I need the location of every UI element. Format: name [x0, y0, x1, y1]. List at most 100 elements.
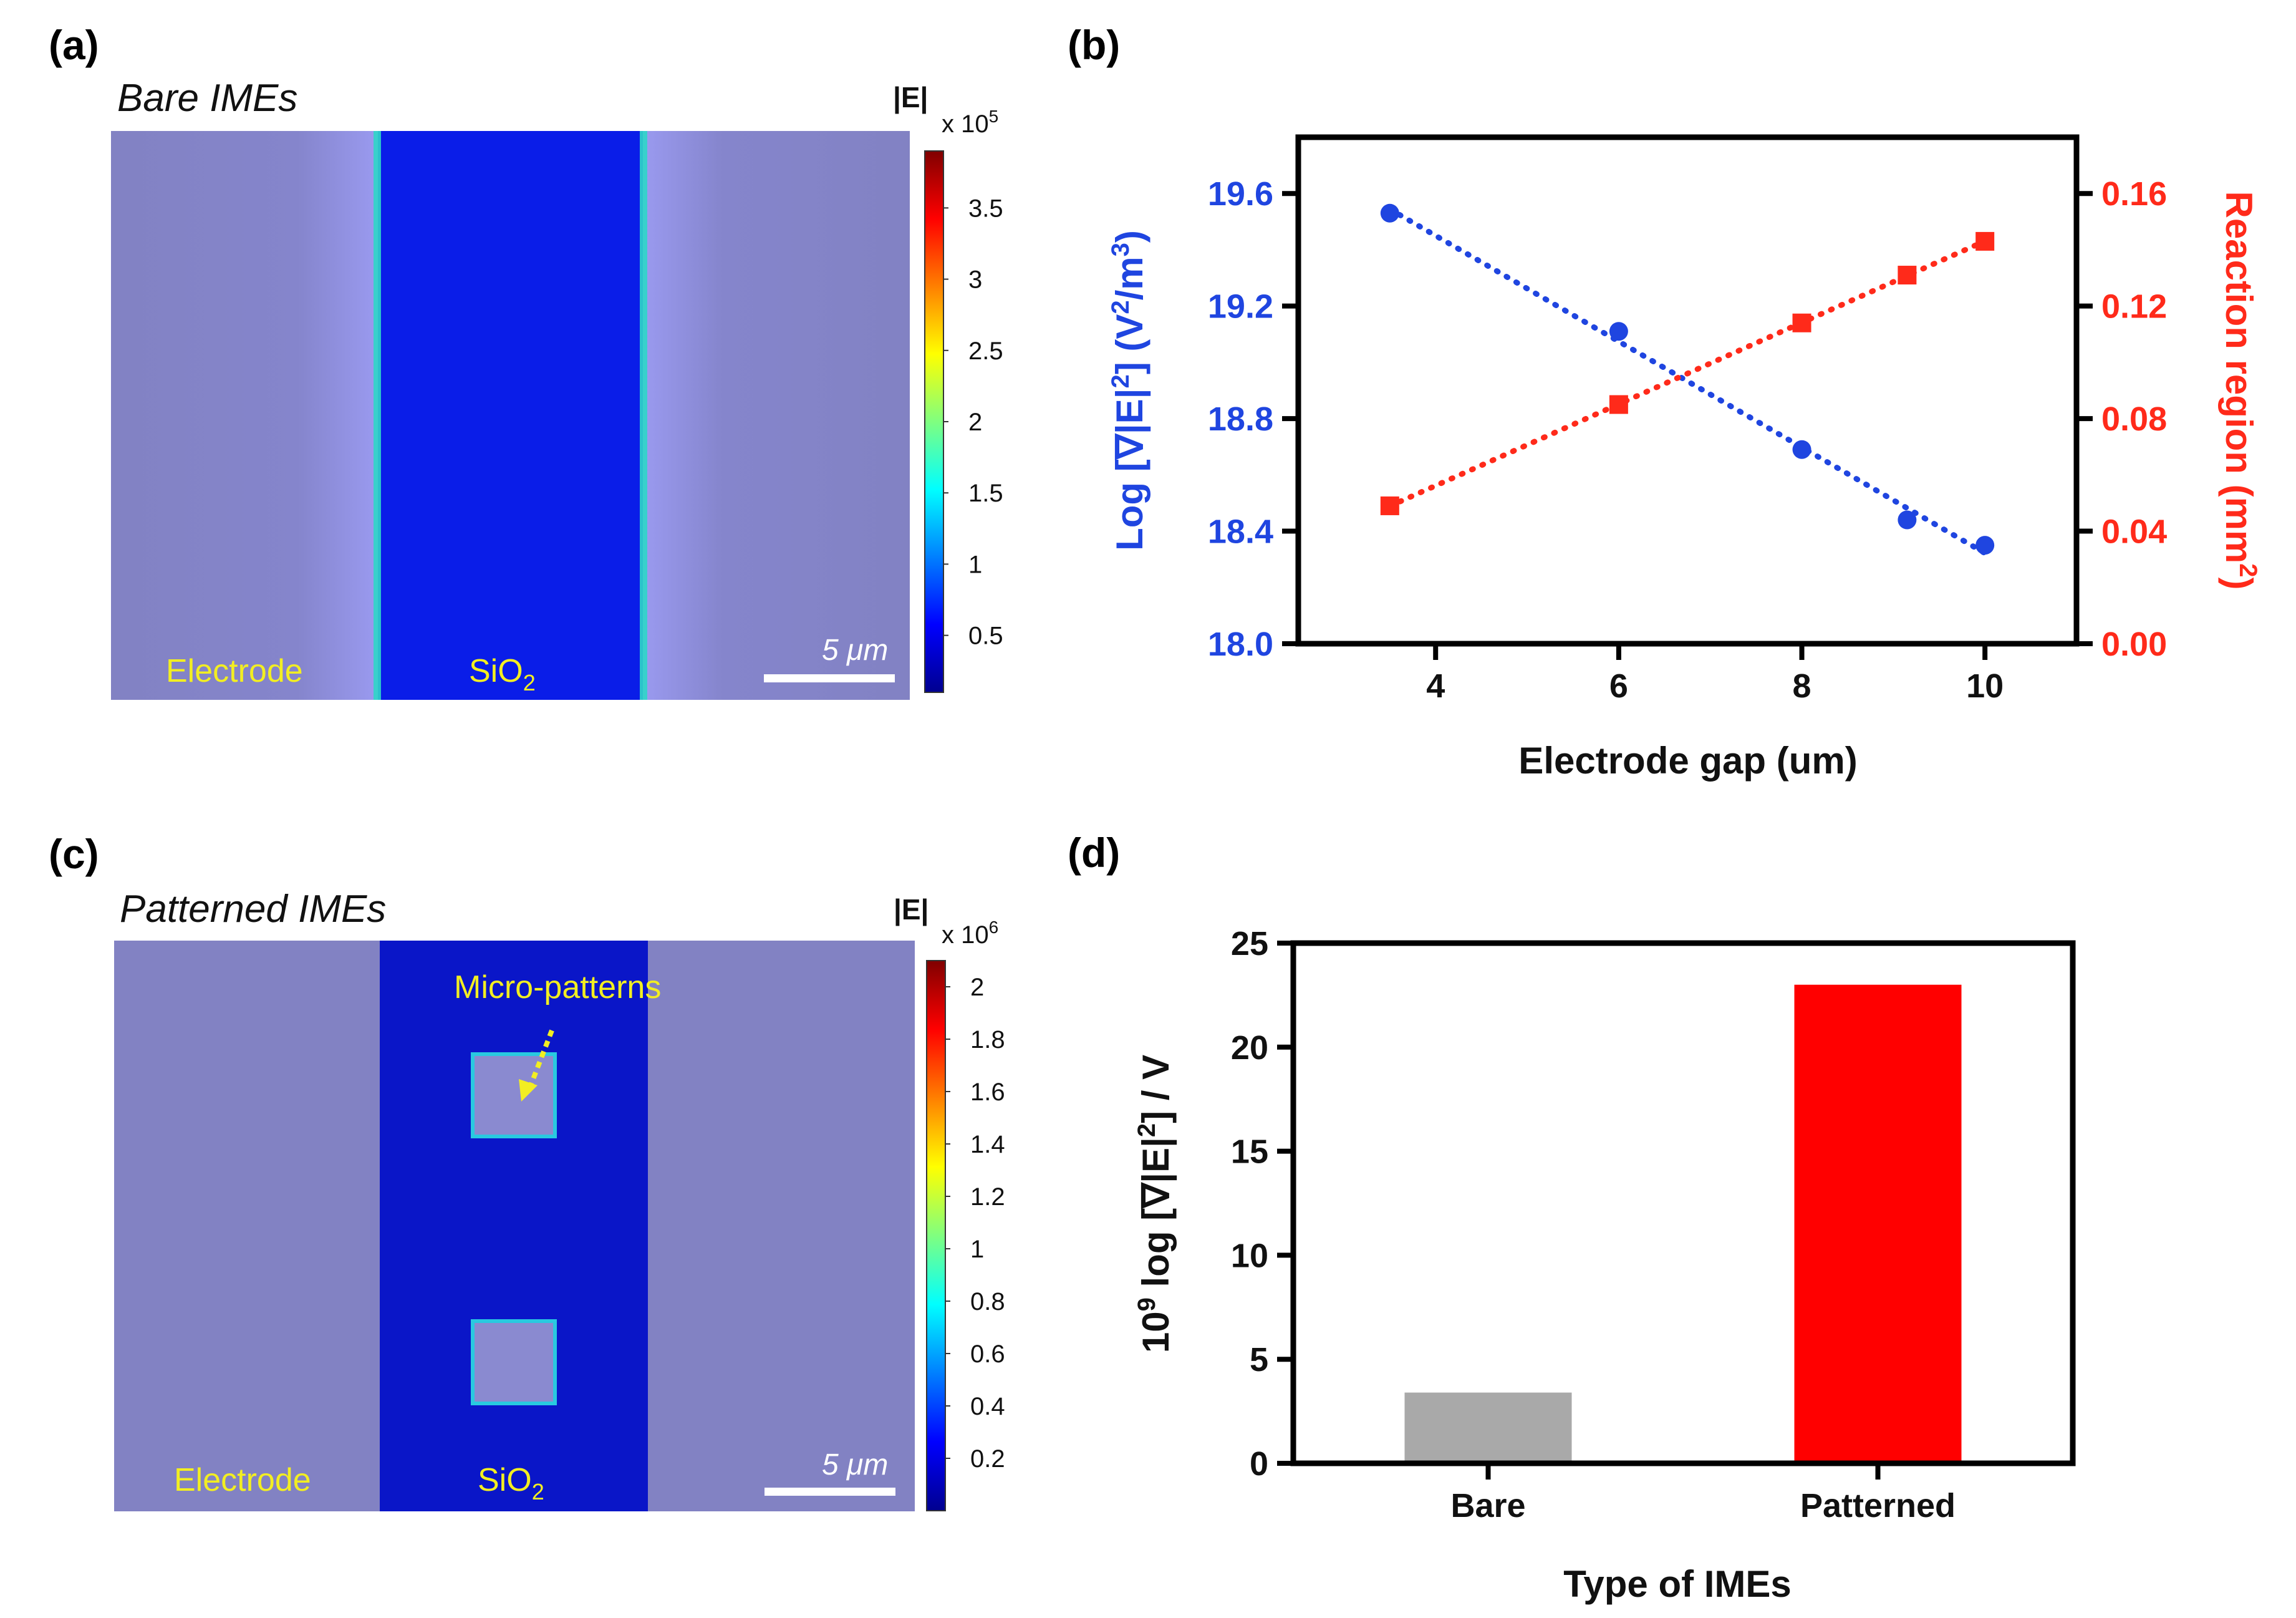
panel-label-b: (b): [1068, 22, 1120, 68]
y-tick-label: 5: [1250, 1341, 1268, 1378]
colorbar-tick-label: 1.2: [970, 1183, 1005, 1211]
x-tick-label: 10: [1966, 667, 2004, 705]
edge-field-right: [640, 131, 647, 700]
data-point-circle: [1975, 536, 1995, 555]
colorbar-tick-label: 0.2: [970, 1445, 1005, 1473]
field-map-a: Electrode SiO2 5 μm: [111, 131, 910, 700]
bar-patterned: [1794, 984, 1962, 1463]
panel-label-d: (d): [1068, 830, 1120, 876]
sio2-label: SiO2: [469, 653, 536, 695]
right-tick-label: 0.04: [2101, 513, 2167, 551]
electrode-label: Electrode: [166, 653, 303, 689]
bar-bare: [1404, 1392, 1572, 1463]
scalebar: [764, 674, 895, 682]
colorbar-tick-label: 3.5: [968, 195, 1003, 222]
data-point-square: [1898, 266, 1917, 285]
y-tick-label: 20: [1231, 1029, 1268, 1067]
electrode-left: [111, 131, 378, 700]
data-point-square: [1792, 313, 1811, 332]
micro-patterns-annotation: Micro-patterns: [454, 969, 661, 1005]
sio2-gap: [380, 941, 648, 1511]
colorbar-gradient: [926, 960, 946, 1511]
right-tick-label: 0.16: [2101, 175, 2167, 213]
colorbar-tick-label: 2: [970, 974, 984, 1001]
electrode-right: [643, 131, 910, 700]
left-tick-label: 19.2: [1208, 288, 1273, 326]
colorbar-tick-label: 1.5: [968, 480, 1003, 507]
data-point-square: [1380, 496, 1399, 515]
data-point-circle: [1792, 440, 1811, 459]
y-tick-label: 15: [1231, 1133, 1268, 1171]
y-axis-right-label: Reaction region (mm2): [2218, 191, 2262, 590]
scalebar-label: 5 μm: [822, 1448, 888, 1481]
colorbar-tick-label: 2.5: [968, 337, 1003, 365]
trend-line: [1387, 206, 1988, 556]
data-point-circle: [1380, 203, 1399, 223]
panel-b: (b) 18.0 18.4 18.8 19.2 19.6 0.00 0.04 0.08 0.1…: [1068, 22, 2262, 782]
x-tick-label: 6: [1609, 667, 1628, 705]
colorbar-unit: |E|: [894, 893, 929, 926]
colorbar-ticks: 3.5 3 2.5 2 1.5 1 0.5: [943, 195, 1003, 650]
series-layer: [1380, 203, 1995, 556]
left-tick-label: 18.0: [1208, 626, 1273, 663]
panel-d: (d) 0 5 10 15 20 25 Bare Patterned Type of IME…: [1068, 830, 2076, 1605]
right-tick-label: 0.08: [2101, 400, 2167, 438]
panel-a-title: Bare IMEs: [117, 77, 297, 120]
colorbar-tick-label: 1.6: [970, 1078, 1005, 1106]
x-tick-label: 4: [1426, 667, 1445, 705]
y-tick-label: 10: [1231, 1237, 1268, 1274]
x-axis-label: Type of IMEs: [1563, 1563, 1792, 1605]
left-tick-label: 19.6: [1208, 175, 1273, 213]
sio2-gap: [378, 131, 643, 700]
panel-label-a: (a): [49, 22, 99, 68]
colorbar-a: |E| x 105 3.5 3 2.5 2 1.5 1 0.5: [893, 81, 1003, 693]
micro-pattern-bottom: [471, 1319, 557, 1405]
bars-layer: [1404, 984, 1962, 1463]
y-axis-label: 109 log [∇|E|2] / V: [1133, 1055, 1177, 1353]
left-tick-label: 18.4: [1208, 513, 1273, 551]
right-tick-label: 0.12: [2101, 288, 2167, 326]
scalebar: [765, 1488, 895, 1496]
panel-a: (a) Bare IMEs Electrode SiO2 5 μm |E| x …: [49, 22, 1003, 700]
x-axis-label: Electrode gap (um): [1518, 740, 1857, 782]
x-axis-ticks: Bare Patterned: [1450, 1463, 1956, 1524]
colorbar-tick-label: 1: [968, 551, 982, 578]
electrode-label: Electrode: [174, 1462, 311, 1498]
colorbar-tick-label: 2: [968, 409, 982, 436]
annotation-arrow-head: [519, 1079, 538, 1102]
colorbar-tick-label: 0.8: [970, 1288, 1005, 1315]
colorbar-exponent: x 106: [942, 918, 998, 949]
data-point-square: [1609, 395, 1628, 414]
data-point-circle: [1609, 322, 1628, 341]
colorbar-gradient: [924, 150, 944, 693]
colorbar-tick-label: 0.4: [970, 1393, 1005, 1420]
left-tick-label: 18.8: [1208, 400, 1273, 438]
plot-frame: [1290, 940, 2076, 1466]
right-tick-label: 0.00: [2101, 626, 2167, 663]
colorbar-tick-label: 0.5: [968, 622, 1003, 650]
plot-frame: [1295, 134, 2080, 647]
y-axis-left-label: Log [∇|E|2] (V2/m3): [1107, 230, 1151, 551]
electrode-left: [114, 941, 380, 1511]
x-tick-label: Bare: [1450, 1487, 1525, 1524]
colorbar-unit: |E|: [893, 81, 928, 114]
panel-c: (c) Patterned IMEs Micro-patterns Electr…: [49, 831, 1005, 1511]
panel-label-c: (c): [49, 831, 99, 877]
y-tick-label: 25: [1231, 925, 1268, 962]
colorbar-c: |E| x 106 2 1.8 1.6 1.4 1.2 1 0.8 0.6 0.4 0.2: [894, 893, 1005, 1511]
colorbar-tick-label: 1.4: [970, 1131, 1005, 1158]
edge-field-left: [374, 131, 381, 700]
electrode-right: [648, 941, 915, 1511]
y-axis-ticks: 0 5 10 15 20 25: [1231, 925, 1293, 1483]
panel-c-title: Patterned IMEs: [120, 888, 386, 931]
colorbar-tick-label: 0.6: [970, 1340, 1005, 1368]
data-point-circle: [1898, 510, 1917, 530]
colorbar-exponent: x 105: [942, 107, 998, 138]
colorbar-tick-label: 1.8: [970, 1026, 1005, 1054]
right-axis-ticks: 0.00 0.04 0.08 0.12 0.16: [2077, 175, 2167, 663]
colorbar-ticks: 2 1.8 1.6 1.4 1.2 1 0.8 0.6 0.4 0.2: [945, 974, 1005, 1473]
y-tick-label: 0: [1250, 1445, 1268, 1483]
sio2-label: SiO2: [478, 1462, 544, 1504]
data-point-square: [1975, 231, 1995, 251]
